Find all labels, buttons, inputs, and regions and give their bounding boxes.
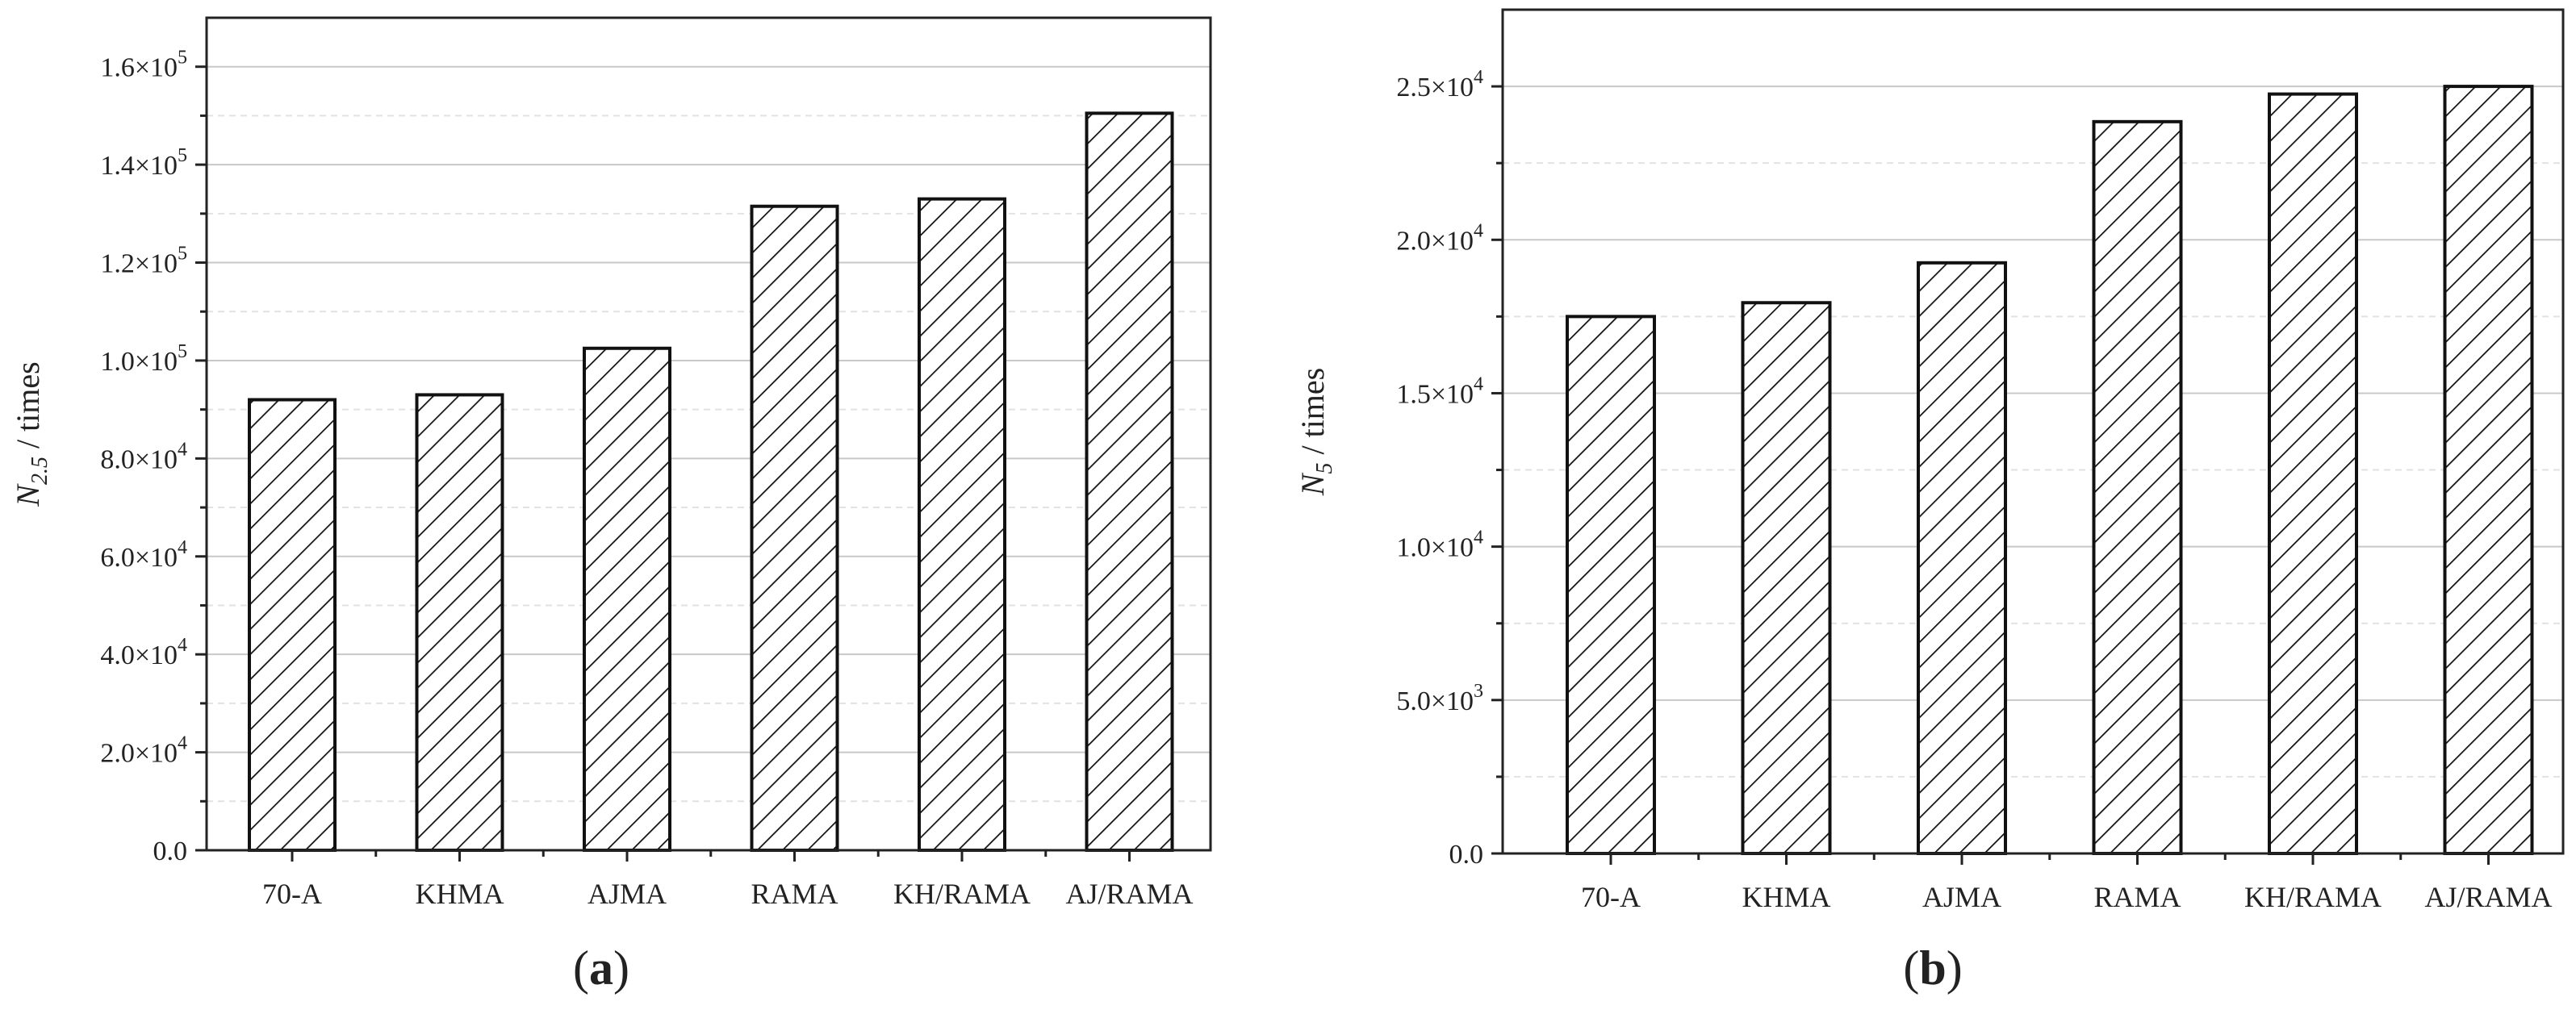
x-tick-label: AJMA — [1922, 881, 2001, 913]
x-tick-label: AJ/RAMA — [1065, 878, 1193, 910]
y-axis-label: N5 / times — [1294, 368, 1337, 496]
y-tick-label: 4.0×104 — [100, 635, 187, 670]
plot-frame — [1501, 8, 2565, 855]
bar-rama — [750, 204, 839, 852]
y-tick-label: 6.0×104 — [100, 537, 187, 573]
y-tick-label: 1.6×105 — [100, 48, 187, 83]
panel-label: (b) — [1903, 941, 1962, 995]
bar-aj-rama — [2443, 85, 2534, 856]
panel-label: (a) — [573, 941, 629, 995]
y-tick-label: 2.0×104 — [1396, 220, 1483, 256]
chart-panel-b: 0.0 5.0×103 1.0×104 1.5×104 2.0×104 2.5×104 70… — [1294, 8, 2565, 995]
x-tick-label: RAMA — [2093, 881, 2181, 913]
bar-khma — [415, 393, 504, 852]
y-tick-label: 1.4×105 — [100, 145, 187, 181]
x-tick-label: KH/RAMA — [893, 878, 1031, 910]
bar-70-a — [248, 398, 337, 853]
bar-rama — [2092, 119, 2183, 856]
x-tick-label: KH/RAMA — [2244, 881, 2382, 913]
bar-aj-rama — [1085, 111, 1174, 852]
y-tick-label: 0.0 — [1449, 840, 1484, 870]
bar-ajma — [1917, 261, 2007, 855]
x-tick-label: 70-A — [262, 878, 322, 910]
x-tick-label: AJMA — [588, 878, 667, 910]
y-tick-label: 1.5×104 — [1396, 373, 1483, 409]
y-tick-label: 8.0×104 — [100, 439, 187, 474]
y-axis-label: N2.5 / times — [10, 361, 52, 507]
y-tick-label: 1.0×104 — [1396, 528, 1483, 563]
y-tick-label: 5.0×103 — [1396, 681, 1483, 716]
plot-frame — [205, 16, 1212, 852]
y-tick-label: 1.2×105 — [100, 244, 187, 279]
bar-70-a — [1566, 315, 1656, 855]
bar-kh-rama — [2268, 92, 2358, 856]
chart-panel-a: 0.0 2.0×104 4.0×104 6.0×104 8.0×104 1.0×105 1.… — [10, 16, 1212, 995]
y-tick-label: 0.0 — [153, 837, 188, 866]
x-tick-label: RAMA — [751, 878, 838, 910]
bar-ajma — [583, 346, 671, 852]
bar-kh-rama — [918, 197, 1006, 853]
x-tick-label: 70-A — [1581, 881, 1641, 913]
x-tick-label: KHMA — [1742, 881, 1830, 913]
y-tick-label: 2.0×104 — [100, 733, 187, 769]
y-tick-label: 2.5×104 — [1396, 67, 1483, 102]
x-tick-label: KHMA — [415, 878, 504, 910]
y-tick-label: 1.0×105 — [100, 341, 187, 377]
x-tick-label: AJ/RAMA — [2424, 881, 2552, 913]
bar-khma — [1741, 301, 1832, 856]
